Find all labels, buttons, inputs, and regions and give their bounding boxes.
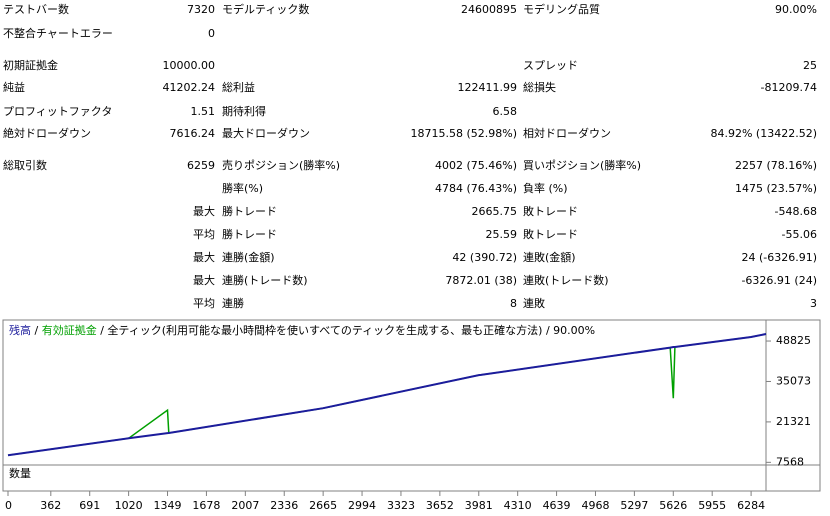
x-tick-label: 691 xyxy=(79,499,100,512)
stat-value: 4002 (75.46%) xyxy=(435,159,517,172)
stat-value: 41202.24 xyxy=(163,81,216,94)
stat-label: 買いポジション(勝率%) xyxy=(523,158,641,172)
stat-label: プロフィットファクタ xyxy=(3,105,112,118)
stat-value: 3 xyxy=(810,297,817,310)
y-tick-label: 35073 xyxy=(776,374,811,387)
stat-value: 0 xyxy=(208,27,215,40)
stat-value: 8 xyxy=(510,297,517,310)
stat-label: 初期証拠金 xyxy=(3,58,58,72)
stat-label: 勝率(%) xyxy=(222,181,263,195)
stat-label: スプレッド xyxy=(523,59,578,72)
volume-label: 数量 xyxy=(9,467,31,480)
balance-pane xyxy=(2,319,821,466)
x-tick-label: 4968 xyxy=(581,499,609,512)
x-tick-label: 4639 xyxy=(543,499,571,512)
stat-value: 7872.01 (38) xyxy=(445,274,517,287)
y-tick-label: 21321 xyxy=(776,415,811,428)
x-tick-label: 2336 xyxy=(270,499,298,512)
stat-value: -6326.91 (24) xyxy=(741,274,817,287)
x-tick-label: 5955 xyxy=(698,499,726,512)
stat-value: 最大 xyxy=(193,273,215,287)
x-tick-label: 1349 xyxy=(154,499,182,512)
stat-label: 連勝(金額) xyxy=(222,250,275,264)
stat-value: -81209.74 xyxy=(761,81,817,94)
chart: 残高 / 有効証拠金 / 全ティック(利用可能な最小時間枠を使いすべてのティック… xyxy=(5,323,811,512)
stat-value: -548.68 xyxy=(775,205,817,218)
stat-value: 24600895 xyxy=(461,3,517,16)
stat-label: 連敗(トレード数) xyxy=(523,273,609,287)
stat-value: 25.59 xyxy=(486,228,518,241)
header-part: 有効証拠金 xyxy=(42,323,97,337)
stat-value: 1475 (23.57%) xyxy=(735,182,817,195)
x-tick-label: 6284 xyxy=(737,499,765,512)
stat-label: 不整合チャートエラー xyxy=(3,26,113,40)
stat-value: 6.58 xyxy=(493,105,518,118)
stat-value: 最大 xyxy=(193,204,215,218)
stat-value: 90.00% xyxy=(775,3,817,16)
y-tick-label: 7568 xyxy=(776,455,804,468)
stat-label: 売りポジション(勝率%) xyxy=(222,158,340,172)
x-tick-label: 2994 xyxy=(348,499,376,512)
stat-value: 25 xyxy=(803,59,817,72)
stat-label: 最大ドローダウン xyxy=(222,126,310,140)
stat-label: モデルティック数 xyxy=(222,2,309,16)
series-line xyxy=(7,333,767,457)
x-tick-label: 2665 xyxy=(309,499,337,512)
stat-value: 84.92% (13422.52) xyxy=(710,127,817,140)
stat-label: 連勝(トレード数) xyxy=(222,273,308,287)
x-tick-label: 0 xyxy=(5,499,12,512)
stat-value: 7616.24 xyxy=(170,127,216,140)
chart-header: 残高 / 有効証拠金 / 全ティック(利用可能な最小時間枠を使いすべてのティック… xyxy=(9,323,595,337)
stat-value: 10000.00 xyxy=(163,59,216,72)
stat-value: 2257 (78.16%) xyxy=(735,159,817,172)
stat-label: テストバー数 xyxy=(3,3,69,16)
x-tick-label: 5626 xyxy=(659,499,687,512)
stat-value: -55.06 xyxy=(782,228,817,241)
stat-value: 2665.75 xyxy=(472,205,518,218)
x-tick-label: 1020 xyxy=(115,499,143,512)
x-tick-label: 362 xyxy=(40,499,61,512)
stat-value: 6259 xyxy=(187,159,215,172)
stat-value: 18715.58 (52.98%) xyxy=(410,127,517,140)
stat-value: 24 (-6326.91) xyxy=(741,251,817,264)
x-tick-label: 1678 xyxy=(192,499,220,512)
x-tick-label: 5297 xyxy=(620,499,648,512)
stat-value: 4784 (76.43%) xyxy=(435,182,517,195)
stat-label: 連勝 xyxy=(222,296,244,310)
stat-label: 敗トレード xyxy=(523,204,578,218)
x-tick-label: 2007 xyxy=(231,499,259,512)
stat-label: 総利益 xyxy=(222,80,255,94)
stats-table: テストバー数 7320 モデルティック数 24600895 モデリング品質 90.00% 不… xyxy=(3,2,817,310)
stat-label: 勝トレード xyxy=(222,227,277,241)
stat-label: 連敗 xyxy=(523,296,545,310)
stat-label: 純益 xyxy=(3,80,25,94)
stat-label: 敗トレード xyxy=(523,227,578,241)
y-tick-label: 48825 xyxy=(776,334,811,347)
stat-value: 1.51 xyxy=(191,105,216,118)
stat-value: 平均 xyxy=(193,228,215,241)
header-part: / 全ティック(利用可能な最小時間枠を使いすべてのティックを生成する、最も正確な… xyxy=(100,323,595,337)
stat-label: モデリング品質 xyxy=(523,2,600,16)
stat-label: 期待利得 xyxy=(222,104,266,118)
stat-value: 7320 xyxy=(187,3,215,16)
header-part: 残高 xyxy=(9,323,31,337)
stat-label: 負率 (%) xyxy=(523,181,568,195)
stat-label: 絶対ドローダウン xyxy=(3,126,91,140)
stat-value: 平均 xyxy=(193,297,215,310)
stat-value: 42 (390.72) xyxy=(452,251,517,264)
stat-value: 最大 xyxy=(193,250,215,264)
stat-label: 総損失 xyxy=(523,80,556,94)
stat-value: 122411.99 xyxy=(458,81,518,94)
x-tick-label: 3981 xyxy=(465,499,493,512)
stat-label: 総取引数 xyxy=(3,158,47,172)
volume-pane xyxy=(2,464,821,492)
stat-label: 勝トレード xyxy=(222,204,277,218)
stat-label: 連敗(金額) xyxy=(523,250,576,264)
header-part: / xyxy=(35,324,39,337)
x-tick-label: 3652 xyxy=(426,499,454,512)
x-tick-label: 4310 xyxy=(504,499,532,512)
x-tick-label: 3323 xyxy=(387,499,415,512)
stat-label: 相対ドローダウン xyxy=(523,126,611,140)
